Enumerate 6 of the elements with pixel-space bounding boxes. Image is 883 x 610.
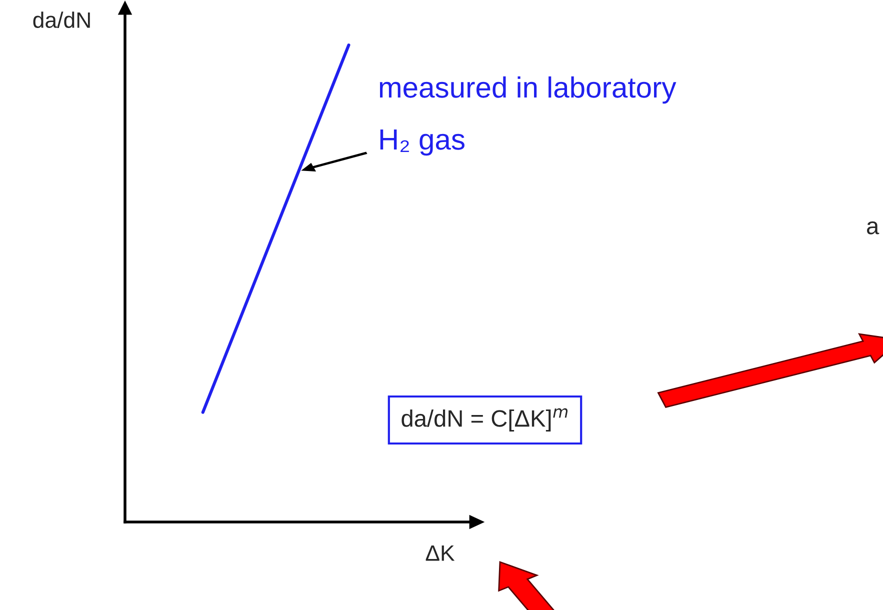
x-axis-title: ΔK — [426, 545, 455, 561]
annotation: da/dN = C[ΔK]$^{m}$ — [402, 408, 568, 432]
annotation: measured in laboratory — [380, 76, 676, 104]
text: a — [867, 221, 880, 234]
y-axis-title: da/dN — [33, 12, 90, 28]
annotation: H₂ gas — [380, 129, 464, 156]
